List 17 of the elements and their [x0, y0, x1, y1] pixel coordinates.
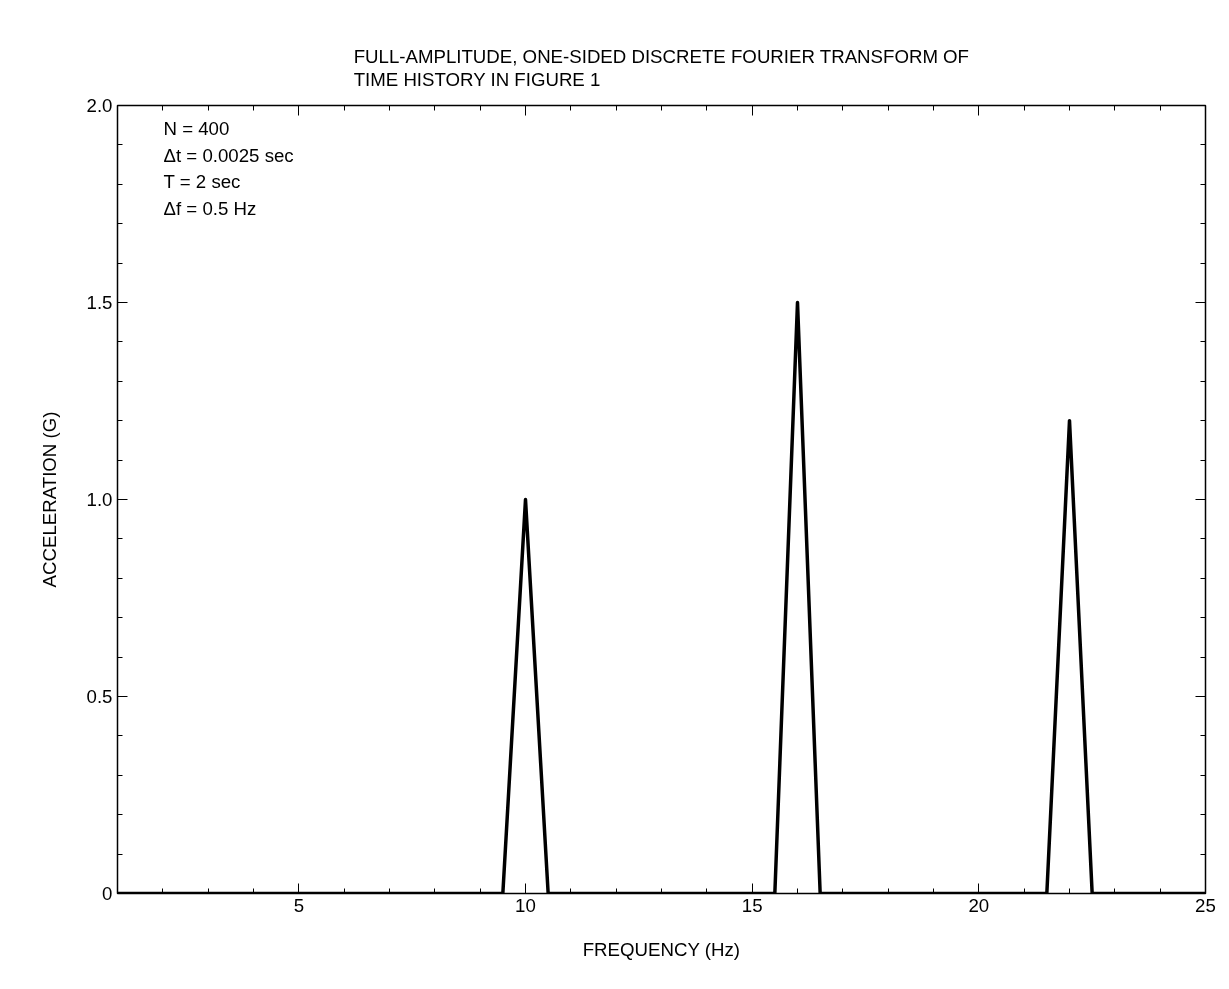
x-tick-label: 5	[293, 894, 305, 916]
x-tick-label: 10	[515, 894, 536, 916]
y-tick-label: 0	[102, 883, 113, 904]
x-tick-label: 25	[1195, 894, 1216, 916]
x-tick-label: 15	[741, 894, 763, 916]
y-tick-label: 0.5	[86, 686, 113, 707]
annotation: T = 2 sec	[163, 171, 241, 192]
annotation: Δt = 0.0025 sec	[163, 144, 294, 166]
y-axis-title: ACCELERATION (G)	[38, 411, 60, 588]
y-tick-label: 1.5	[86, 292, 113, 313]
chart-title: FULL-AMPLITUDE, ONE-SIDED DISCRETE FOURIER TRANSFORM OF TIME HISTORY IN FIGURE 1	[353, 46, 970, 91]
x-axis-title: FREQUENCY (Hz)	[582, 938, 740, 960]
annotation: N = 400	[163, 118, 230, 139]
x-tick-label: 20	[968, 894, 990, 916]
y-tick-label: 2.0	[86, 95, 113, 116]
annotation: Δf = 0.5 Hz	[163, 197, 257, 219]
y-tick-label: 1.0	[86, 489, 113, 510]
